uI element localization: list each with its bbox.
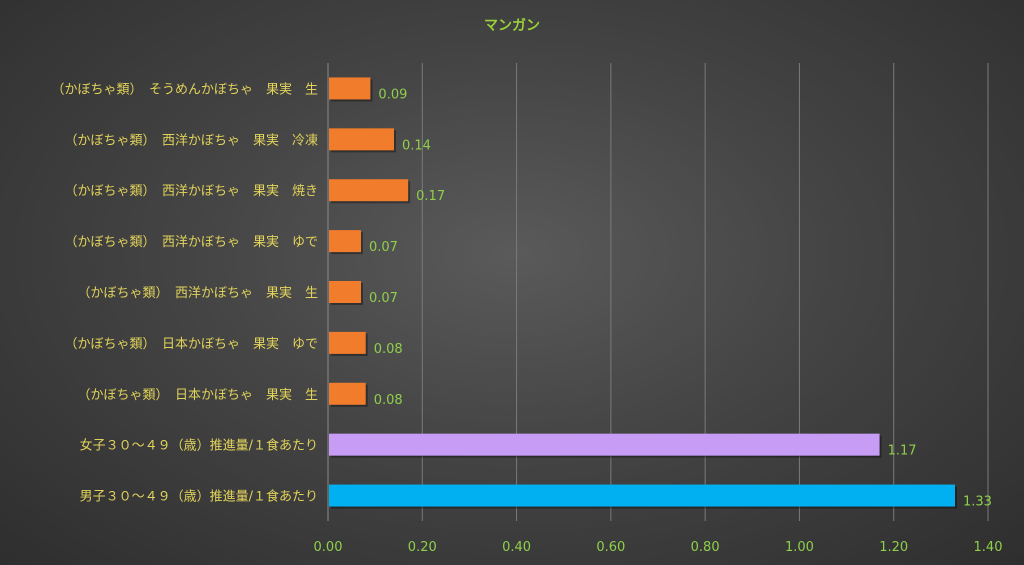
bar — [329, 230, 361, 253]
label-layer: 0.00 0.20 0.40 0.60 0.80 1.00 1.20 1.40 （かぼちゃ類） … — [51, 81, 1002, 555]
bar — [329, 77, 371, 100]
data-label: 0.17 — [416, 189, 445, 204]
x-tick-label: 1.20 — [879, 540, 908, 555]
category-label: （かぼちゃ類） 西洋かぼちゃ 果実 焼き — [64, 183, 318, 199]
x-tick-label: 0.40 — [502, 540, 531, 555]
category-label: （かぼちゃ類） 西洋かぼちゃ 果実 ゆで — [64, 234, 318, 250]
bar — [329, 281, 361, 303]
data-label: 0.08 — [374, 393, 403, 408]
data-label: 1.33 — [963, 495, 992, 510]
category-label: （かぼちゃ類） 西洋かぼちゃ 果実 冷凍 — [64, 132, 318, 148]
category-label: （かぼちゃ類） 日本かぼちゃ 果実 生 — [77, 387, 318, 403]
category-label: （かぼちゃ類） そうめんかぼちゃ 果実 生 — [51, 81, 318, 97]
x-tick-label: 0.80 — [691, 540, 720, 555]
bar — [329, 331, 366, 354]
grid-layer — [327, 63, 989, 521]
data-label: 0.07 — [369, 240, 398, 255]
category-label: （かぼちゃ類） 日本かぼちゃ 果実 ゆで — [64, 336, 318, 352]
bar — [329, 433, 880, 456]
category-label: （かぼちゃ類） 西洋かぼちゃ 果実 生 — [77, 285, 318, 301]
data-label: 0.09 — [378, 87, 407, 102]
bar — [329, 128, 394, 151]
chart-title: マンガン — [484, 18, 540, 34]
data-label: 1.17 — [888, 444, 917, 459]
data-label: 0.07 — [369, 291, 398, 306]
data-label: 0.14 — [402, 138, 431, 153]
bar-layer — [329, 77, 957, 509]
bar — [329, 382, 366, 405]
category-label: 男子３０～４９（歳）推進量/１食あたり — [80, 489, 318, 505]
x-tick-label: 1.40 — [974, 540, 1003, 555]
data-label: 0.08 — [374, 342, 403, 357]
x-tick-label: 0.00 — [314, 540, 343, 555]
x-tick-label: 0.60 — [596, 540, 625, 555]
x-tick-label: 1.00 — [785, 540, 814, 555]
category-label: 女子３０～４９（歳）推進量/１食あたり — [80, 438, 318, 454]
x-tick-label: 0.20 — [408, 540, 437, 555]
bar — [329, 484, 955, 507]
bar — [329, 179, 409, 202]
